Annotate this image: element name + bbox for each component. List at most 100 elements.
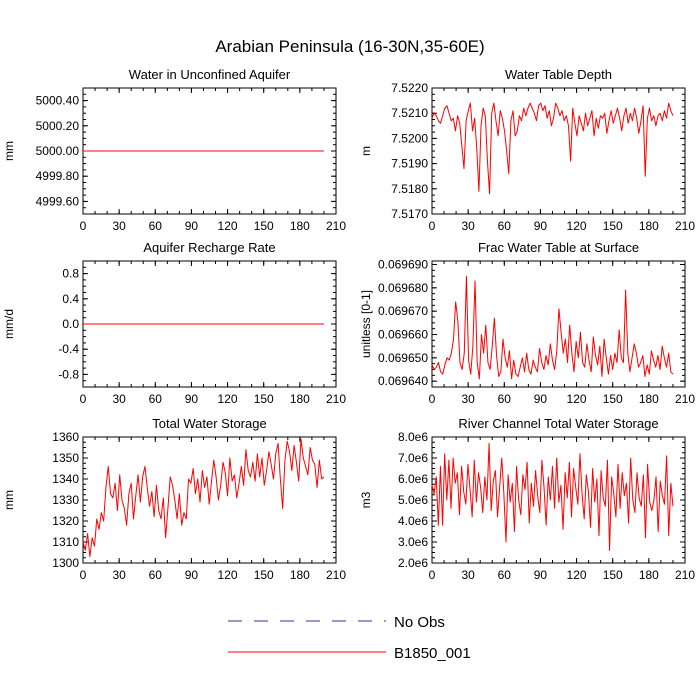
frac-water-table-ytick-label: 0.069640 xyxy=(378,374,428,388)
frac-water-table-xtick-label: 60 xyxy=(498,392,512,406)
aquifer-water-ytick-label: 5000.40 xyxy=(36,94,80,108)
panel-total-water-storage: Total Water Storage 0 30 60 90 120 150 180 210 13… xyxy=(2,416,346,582)
water-table-depth-ytick-label: 7.5210 xyxy=(391,106,428,120)
river-channel-storage-series-line xyxy=(431,442,674,551)
panel-river-channel-storage: River Channel Total Water Storage 0 30 60 90… xyxy=(359,416,695,582)
river-channel-storage-ytick-label: 6.0e6 xyxy=(398,472,428,486)
total-water-storage-xtick-label: 0 xyxy=(80,568,87,582)
recharge-rate-ytick-label: 0.4 xyxy=(62,292,79,306)
river-channel-storage-ytick-label: 5.0e6 xyxy=(398,493,428,507)
water-table-depth-xtick-label: 60 xyxy=(498,219,512,233)
frac-water-table-xtick-label: 180 xyxy=(639,392,659,406)
water-table-depth-xtick-label: 180 xyxy=(639,219,659,233)
frac-water-table-series-line xyxy=(431,275,674,380)
river-channel-storage-title: River Channel Total Water Storage xyxy=(458,416,658,431)
frac-water-table-ytick-label: 0.069670 xyxy=(378,304,428,318)
water-table-depth-series-line xyxy=(431,102,674,195)
water-table-depth-xtick-label: 150 xyxy=(603,219,623,233)
water-table-depth-ytick-label: 7.5190 xyxy=(391,157,428,171)
river-channel-storage-ytick-label: 7.0e6 xyxy=(398,451,428,465)
recharge-rate-xtick-label: 150 xyxy=(254,392,274,406)
frac-water-table-frame xyxy=(431,260,686,388)
frac-water-table-xtick-label: 210 xyxy=(675,392,695,406)
panel-aquifer-water: Water in Unconfined Aquifer 0 30 60 90 120 150… xyxy=(2,67,346,233)
water-table-depth-ytick-label: 7.5170 xyxy=(391,207,428,221)
frac-water-table-ytick-label: 0.069690 xyxy=(378,258,428,272)
frac-water-table-xtick-label: 0 xyxy=(429,392,436,406)
aquifer-water-ytick-label: 5000.20 xyxy=(36,119,80,133)
river-channel-storage-xtick-label: 120 xyxy=(567,568,587,582)
aquifer-water-ytick-label: 4999.80 xyxy=(36,169,80,183)
frac-water-table-ytick-label: 0.069680 xyxy=(378,281,428,295)
figure-title: Arabian Peninsula (16-30N,35-60E) xyxy=(215,37,484,56)
water-table-depth-xtick-label: 120 xyxy=(567,219,587,233)
recharge-rate-xtick-label: 180 xyxy=(290,392,310,406)
aquifer-water-ylabel: mm xyxy=(2,141,16,161)
panel-water-table-depth: Water Table Depth 0 30 60 90 120 150 180 210 7.52… xyxy=(359,67,695,233)
frac-water-table-xtick-label: 90 xyxy=(534,392,548,406)
frac-water-table-xtick-label: 150 xyxy=(603,392,623,406)
aquifer-water-xtick-label: 180 xyxy=(290,219,310,233)
recharge-rate-ylabel: mm/d xyxy=(2,309,16,339)
panels: Water in Unconfined Aquifer 0 30 60 90 120 150… xyxy=(2,67,695,582)
water-table-depth-title: Water Table Depth xyxy=(505,67,612,82)
total-water-storage-ytick-label: 1300 xyxy=(52,556,79,570)
total-water-storage-xtick-label: 30 xyxy=(112,568,126,582)
river-channel-storage-xtick-label: 180 xyxy=(639,568,659,582)
river-channel-storage-ytick-label: 3.0e6 xyxy=(398,535,428,549)
recharge-rate-ytick-label: 0.0 xyxy=(62,317,79,331)
aquifer-water-xtick-label: 150 xyxy=(254,219,274,233)
recharge-rate-xtick-label: 120 xyxy=(218,392,238,406)
total-water-storage-series-line xyxy=(82,438,325,558)
panel-frac-water-table: Frac Water Table at Surface 0 30 60 90 120 150… xyxy=(359,240,695,406)
total-water-storage-ytick-label: 1320 xyxy=(52,514,79,528)
total-water-storage-xtick-label: 90 xyxy=(185,568,199,582)
aquifer-water-xtick-label: 0 xyxy=(80,219,87,233)
panel-recharge-rate: Aquifer Recharge Rate 0 30 60 90 120 150 180 210… xyxy=(2,240,346,406)
river-channel-storage-xtick-label: 30 xyxy=(461,568,475,582)
water-table-depth-frame xyxy=(431,87,686,215)
river-channel-storage-xtick-label: 60 xyxy=(498,568,512,582)
legend-model-label: B1850_001 xyxy=(394,645,471,662)
aquifer-water-title: Water in Unconfined Aquifer xyxy=(129,67,291,82)
river-channel-storage-ytick-label: 4.0e6 xyxy=(398,514,428,528)
water-table-depth-xtick-label: 90 xyxy=(534,219,548,233)
river-channel-storage-xtick-label: 210 xyxy=(675,568,695,582)
river-channel-storage-ytick-label: 2.0e6 xyxy=(398,556,428,570)
river-channel-storage-ylabel: m3 xyxy=(359,491,373,508)
recharge-rate-xtick-label: 90 xyxy=(185,392,199,406)
aquifer-water-xtick-label: 120 xyxy=(218,219,238,233)
water-table-depth-ytick-label: 7.5200 xyxy=(391,131,428,145)
recharge-rate-title: Aquifer Recharge Rate xyxy=(143,240,275,255)
river-channel-storage-xtick-label: 90 xyxy=(534,568,548,582)
aquifer-water-xtick-label: 30 xyxy=(112,219,126,233)
total-water-storage-ytick-label: 1330 xyxy=(52,493,79,507)
total-water-storage-xtick-label: 60 xyxy=(149,568,163,582)
aquifer-water-xtick-label: 60 xyxy=(149,219,163,233)
recharge-rate-ytick-label: -0.4 xyxy=(58,342,79,356)
legend: No Obs B1850_001 xyxy=(228,614,471,662)
recharge-rate-ytick-label: 0.8 xyxy=(62,267,79,281)
river-channel-storage-xtick-label: 150 xyxy=(603,568,623,582)
recharge-rate-xtick-label: 210 xyxy=(326,392,346,406)
total-water-storage-ytick-label: 1350 xyxy=(52,451,79,465)
aquifer-water-ytick-label: 5000.00 xyxy=(36,144,80,158)
water-table-depth-xtick-label: 0 xyxy=(429,219,436,233)
total-water-storage-xtick-label: 120 xyxy=(218,568,238,582)
water-table-depth-xtick-label: 210 xyxy=(675,219,695,233)
recharge-rate-xtick-label: 60 xyxy=(149,392,163,406)
frac-water-table-xtick-label: 120 xyxy=(567,392,587,406)
river-channel-storage-ytick-label: 8.0e6 xyxy=(398,430,428,444)
total-water-storage-xtick-label: 210 xyxy=(326,568,346,582)
recharge-rate-xtick-label: 0 xyxy=(80,392,87,406)
river-channel-storage-xtick-label: 0 xyxy=(429,568,436,582)
total-water-storage-xtick-label: 180 xyxy=(290,568,310,582)
total-water-storage-ytick-label: 1360 xyxy=(52,430,79,444)
water-table-depth-ytick-label: 7.5180 xyxy=(391,182,428,196)
water-table-depth-ylabel: m xyxy=(359,146,373,156)
frac-water-table-ytick-label: 0.069650 xyxy=(378,351,428,365)
total-water-storage-ytick-label: 1310 xyxy=(52,535,79,549)
frac-water-table-xtick-label: 30 xyxy=(461,392,475,406)
water-table-depth-ytick-label: 7.5220 xyxy=(391,81,428,95)
